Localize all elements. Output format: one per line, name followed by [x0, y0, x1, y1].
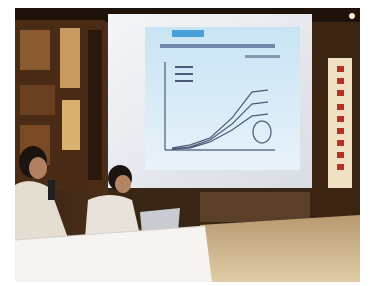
banner-glyph [337, 164, 344, 170]
banner-glyph [337, 116, 344, 122]
slide-heading [160, 44, 275, 48]
face [115, 175, 131, 193]
floor [200, 215, 360, 282]
legend-line [175, 80, 193, 82]
shelf-divider [88, 30, 102, 180]
banner-glyph [337, 66, 344, 72]
legend-line [175, 66, 193, 68]
face [29, 157, 47, 179]
back-cabinet [200, 192, 310, 222]
banner-text [337, 66, 344, 170]
slide-note [245, 55, 280, 58]
banner-glyph [337, 90, 344, 96]
photo [0, 0, 370, 286]
banner-glyph [337, 128, 344, 134]
microphone [48, 180, 55, 200]
banner-glyph [337, 78, 344, 84]
shelf-item [20, 85, 55, 115]
banner-glyph [337, 140, 344, 146]
slide [145, 27, 300, 170]
shelf-light [62, 100, 80, 150]
page: {} [0, 0, 370, 286]
shelf-item [20, 30, 50, 70]
banner-glyph [337, 152, 344, 158]
ceiling-light [349, 13, 355, 19]
banner-glyph [337, 104, 344, 110]
legend-line [175, 73, 193, 75]
shelf-light [60, 28, 80, 88]
slide-tab [172, 30, 204, 37]
